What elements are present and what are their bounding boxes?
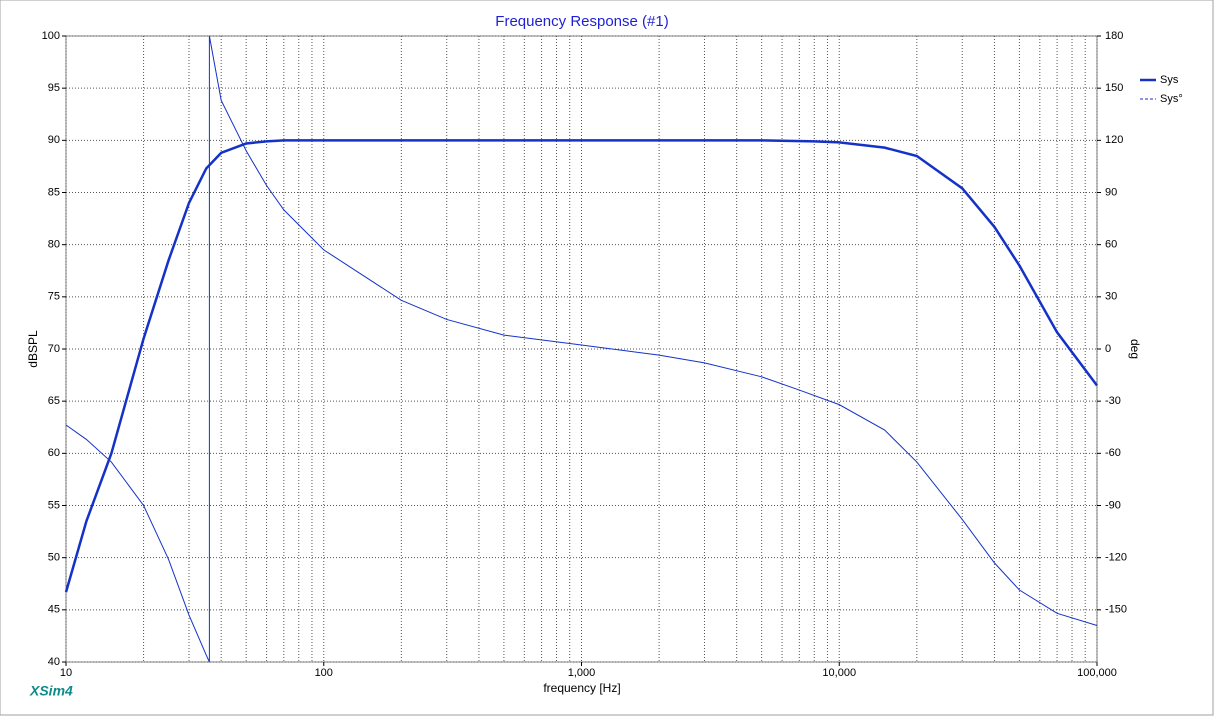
y-tick-label: 80 bbox=[48, 239, 60, 251]
y-tick-label: 50 bbox=[48, 552, 60, 564]
y2-tick-label: 150 bbox=[1105, 82, 1123, 94]
x-tick-label: 10,000 bbox=[822, 667, 856, 679]
y-tick-label: 75 bbox=[48, 291, 60, 303]
y2-tick-label: 90 bbox=[1105, 186, 1117, 198]
x-tick-label: 100,000 bbox=[1077, 667, 1117, 679]
legend-label: Sys bbox=[1160, 74, 1179, 86]
y-tick-label: 65 bbox=[48, 395, 60, 407]
x-axis-label: frequency [Hz] bbox=[543, 681, 620, 695]
y2-axis-label: deg bbox=[1128, 339, 1142, 359]
y2-tick-label: -150 bbox=[1105, 604, 1127, 616]
y2-tick-label: 120 bbox=[1105, 134, 1123, 146]
y-tick-label: 70 bbox=[48, 343, 60, 355]
y-tick-label: 90 bbox=[48, 134, 60, 146]
y-tick-label: 100 bbox=[42, 30, 60, 42]
brand-logo: XSim4 bbox=[29, 683, 73, 699]
series-line bbox=[65, 35, 1098, 663]
series-line bbox=[64, 139, 1098, 593]
y2-tick-label: -30 bbox=[1105, 395, 1121, 407]
legend-label: Sys° bbox=[1160, 93, 1183, 105]
y-tick-label: 85 bbox=[48, 186, 60, 198]
y2-tick-label: -90 bbox=[1105, 499, 1121, 511]
y-tick-label: 60 bbox=[48, 447, 60, 459]
x-tick-label: 1,000 bbox=[568, 667, 596, 679]
y-tick-label: 40 bbox=[48, 656, 60, 668]
y2-tick-label: 0 bbox=[1105, 343, 1111, 355]
y-tick-label: 55 bbox=[48, 499, 60, 511]
y2-tick-label: 60 bbox=[1105, 239, 1117, 251]
y-tick-label: 95 bbox=[48, 82, 60, 94]
y2-tick-label: -60 bbox=[1105, 447, 1121, 459]
chart-title: Frequency Response (#1) bbox=[495, 13, 668, 30]
x-tick-label: 100 bbox=[315, 667, 333, 679]
y2-tick-label: 30 bbox=[1105, 291, 1117, 303]
y2-tick-label: 180 bbox=[1105, 30, 1123, 42]
y-axis-label: dBSPL bbox=[26, 330, 40, 368]
y2-tick-label: -120 bbox=[1105, 552, 1127, 564]
x-tick-label: 10 bbox=[60, 667, 72, 679]
y-tick-label: 45 bbox=[48, 604, 60, 616]
